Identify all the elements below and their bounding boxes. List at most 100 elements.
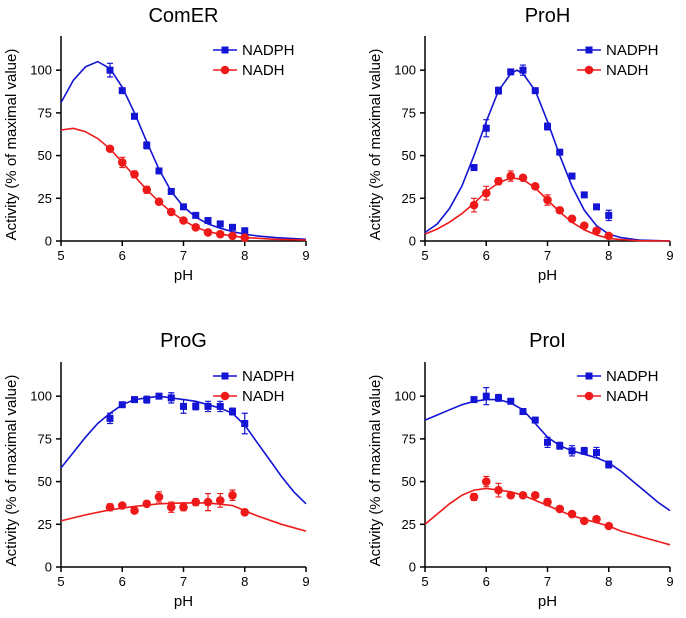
data-point-circle xyxy=(166,207,176,217)
legend-label: NADPH xyxy=(242,42,295,59)
data-point-square xyxy=(605,461,613,468)
fit-curve-nadph xyxy=(424,398,671,512)
fit-curve-nadph xyxy=(60,60,307,241)
data-point-square xyxy=(216,220,224,228)
data-point-circle xyxy=(203,497,213,507)
series-nadph xyxy=(60,392,307,505)
data-point-circle xyxy=(130,170,139,179)
data-point-circle xyxy=(142,499,152,509)
data-point-square xyxy=(482,124,490,132)
data-point-circle xyxy=(469,492,479,502)
data-point-circle xyxy=(179,216,188,225)
data-point-circle xyxy=(543,497,552,507)
legend-marker-circle xyxy=(584,65,594,75)
y-tick-label: 50 xyxy=(38,148,52,163)
data-point-circle xyxy=(555,504,565,514)
data-point-circle xyxy=(494,176,503,186)
data-point-circle xyxy=(117,158,127,167)
y-tick-label: 0 xyxy=(45,234,52,249)
data-point-square xyxy=(507,68,515,76)
legend-marker-square xyxy=(585,372,593,380)
data-point-square xyxy=(143,396,151,404)
data-point-square xyxy=(192,402,200,410)
legend-label: NADPH xyxy=(606,368,659,385)
data-point-square xyxy=(192,211,200,219)
x-tick-label: 5 xyxy=(57,574,64,589)
legend-item-nadph: NADPH xyxy=(213,42,295,59)
data-point-circle xyxy=(130,506,139,515)
data-point-square xyxy=(593,203,600,211)
x-tick-label: 8 xyxy=(241,248,248,263)
x-axis-label: pH xyxy=(538,593,557,610)
data-point-circle xyxy=(117,501,127,510)
y-tick-label: 100 xyxy=(30,389,52,404)
data-point-circle xyxy=(215,229,225,239)
data-point-circle xyxy=(154,197,164,207)
legend-marker-square xyxy=(221,372,229,380)
data-point-circle xyxy=(506,171,516,181)
data-point-square xyxy=(155,392,163,400)
data-point-square xyxy=(118,87,126,95)
data-point-circle xyxy=(555,205,565,215)
data-point-square xyxy=(593,449,600,457)
data-point-circle xyxy=(494,485,503,495)
data-point-square xyxy=(131,112,138,120)
x-tick-label: 5 xyxy=(421,574,428,589)
series-nadh xyxy=(60,127,307,242)
data-point-square xyxy=(507,397,515,405)
data-point-circle xyxy=(166,502,176,512)
data-point-circle xyxy=(228,490,237,500)
y-tick-label: 100 xyxy=(30,63,52,78)
data-point-square xyxy=(118,401,126,409)
data-point-circle xyxy=(604,231,614,241)
x-tick-label: 7 xyxy=(544,248,551,263)
data-point-square xyxy=(167,187,175,195)
y-axis-label: Activity (% of maximal value) xyxy=(367,375,384,567)
data-point-circle xyxy=(567,509,577,519)
legend-item-nadh: NADH xyxy=(577,62,649,79)
data-point-circle xyxy=(604,521,614,531)
data-point-circle xyxy=(530,490,540,500)
x-tick-label: 6 xyxy=(483,248,490,263)
series-nadh xyxy=(424,170,671,242)
legend-label: NADPH xyxy=(606,42,659,59)
data-point-circle xyxy=(530,182,540,191)
data-point-circle xyxy=(469,200,479,210)
x-tick-label: 8 xyxy=(605,574,612,589)
data-point-circle xyxy=(481,477,491,486)
data-point-circle xyxy=(518,490,528,500)
data-point-circle xyxy=(240,508,250,517)
series-nadh xyxy=(424,475,671,546)
series-nadph xyxy=(424,64,671,242)
x-axis-label: pH xyxy=(174,267,193,284)
x-axis-label: pH xyxy=(174,593,193,610)
legend-label: NADH xyxy=(606,388,649,405)
x-tick-label: 5 xyxy=(57,248,64,263)
data-point-square xyxy=(180,203,187,211)
y-tick-label: 0 xyxy=(45,560,52,575)
y-tick-label: 75 xyxy=(402,431,416,446)
data-point-circle xyxy=(579,516,589,526)
data-point-square xyxy=(229,223,236,231)
legend-item-nadph: NADPH xyxy=(577,42,659,59)
legend-label: NADPH xyxy=(242,368,295,385)
data-point-square xyxy=(470,396,478,404)
legend-item-nadh: NADH xyxy=(577,388,649,405)
y-tick-label: 50 xyxy=(402,474,416,489)
data-point-square xyxy=(556,442,564,450)
data-point-square xyxy=(531,416,539,424)
x-tick-label: 9 xyxy=(666,248,673,263)
data-point-circle xyxy=(543,195,552,205)
data-point-square xyxy=(544,123,551,131)
data-point-circle xyxy=(215,496,225,505)
data-point-square xyxy=(605,211,613,219)
data-point-circle xyxy=(154,492,164,502)
data-point-circle xyxy=(105,502,115,512)
data-point-square xyxy=(167,394,175,402)
data-point-circle xyxy=(191,223,201,232)
x-tick-label: 9 xyxy=(302,574,309,589)
data-point-square xyxy=(495,394,502,402)
series-nadph xyxy=(424,387,671,512)
y-tick-label: 100 xyxy=(394,389,416,404)
